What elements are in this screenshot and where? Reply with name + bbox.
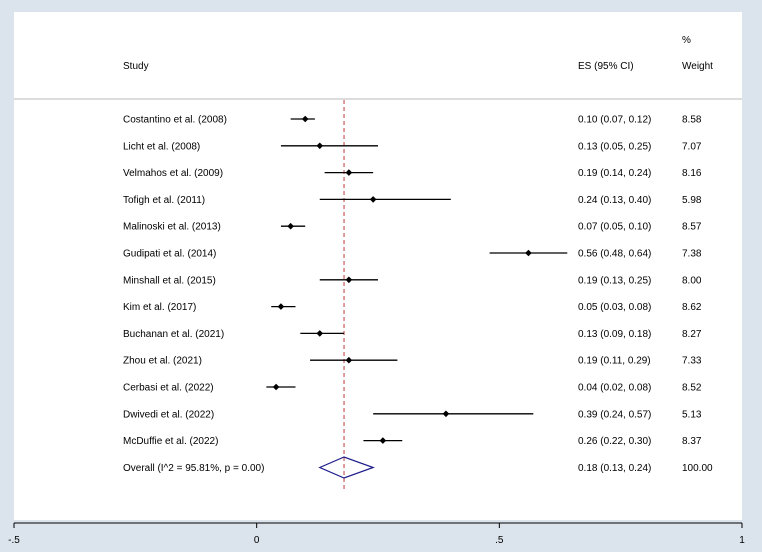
study-row: Dwivedi et al. (2022) 0.39 (0.24, 0.57) 5.… bbox=[123, 409, 702, 420]
study-es-label: 0.10 (0.07, 0.12) bbox=[578, 115, 651, 126]
study-weight: 5.98 bbox=[682, 195, 702, 206]
study-name: Licht et al. (2008) bbox=[123, 141, 200, 152]
study-name: Minshall et al. (2015) bbox=[123, 275, 216, 286]
study-weight: 5.13 bbox=[682, 409, 702, 420]
study-row: Gudipati et al. (2014) 0.56 (0.48, 0.64) 7… bbox=[123, 249, 702, 260]
point-estimate bbox=[345, 276, 353, 284]
study-es-label: 0.26 (0.22, 0.30) bbox=[578, 436, 651, 447]
plot-panel bbox=[14, 12, 742, 520]
point-estimate bbox=[272, 383, 280, 391]
study-row: Cerbasi et al. (2022) 0.04 (0.02, 0.08) 8.… bbox=[123, 383, 702, 394]
study-name: Dwivedi et al. (2022) bbox=[123, 409, 214, 420]
study-weight: 8.37 bbox=[682, 436, 702, 447]
study-weight: 8.52 bbox=[682, 383, 702, 394]
study-name: Zhou et al. (2021) bbox=[123, 356, 202, 367]
study-weight: 8.27 bbox=[682, 329, 702, 340]
study-row: Costantino et al. (2008) 0.10 (0.07, 0.12… bbox=[123, 115, 702, 126]
study-name: McDuffie et al. (2022) bbox=[123, 436, 218, 447]
study-es-label: 0.19 (0.14, 0.24) bbox=[578, 168, 651, 179]
overall-row: Overall (I^2 = 95.81%, p = 0.00) 0.18 (0… bbox=[123, 456, 713, 479]
study-name: Gudipati et al. (2014) bbox=[123, 249, 216, 260]
x-tick-label: -.5 bbox=[8, 535, 20, 546]
study-rows: Costantino et al. (2008) 0.10 (0.07, 0.12… bbox=[123, 115, 702, 448]
study-name: Tofigh et al. (2011) bbox=[123, 195, 205, 206]
study-es-label: 0.39 (0.24, 0.57) bbox=[578, 409, 651, 420]
x-tick-label: .5 bbox=[495, 535, 504, 546]
study-weight: 7.07 bbox=[682, 141, 702, 152]
header-weight: Weight bbox=[682, 61, 713, 72]
study-weight: 7.38 bbox=[682, 249, 702, 260]
study-row: Tofigh et al. (2011) 0.24 (0.13, 0.40) 5.9… bbox=[123, 195, 702, 206]
study-es-label: 0.07 (0.05, 0.10) bbox=[578, 222, 651, 233]
point-estimate bbox=[442, 410, 450, 418]
overall-weight: 100.00 bbox=[682, 463, 713, 474]
study-row: Velmahos et al. (2009) 0.19 (0.14, 0.24) 8… bbox=[123, 168, 702, 179]
point-estimate bbox=[277, 303, 285, 310]
header-es: ES (95% CI) bbox=[578, 61, 634, 72]
study-row: Minshall et al. (2015) 0.19 (0.13, 0.25) 8… bbox=[123, 275, 702, 286]
study-es-label: 0.04 (0.02, 0.08) bbox=[578, 383, 651, 394]
study-es-label: 0.05 (0.03, 0.08) bbox=[578, 302, 651, 313]
study-name: Malinoski et al. (2013) bbox=[123, 222, 221, 233]
study-row: Zhou et al. (2021) 0.19 (0.11, 0.29) 7.33 bbox=[123, 356, 702, 367]
x-tick-label: 1 bbox=[739, 535, 745, 546]
study-row: Buchanan et al. (2021) 0.13 (0.09, 0.18) 8… bbox=[123, 329, 702, 340]
point-estimate bbox=[316, 330, 324, 337]
overall-diamond bbox=[318, 456, 375, 479]
study-row: McDuffie et al. (2022) 0.26 (0.22, 0.30) 8… bbox=[123, 436, 702, 447]
study-weight: 7.33 bbox=[682, 356, 702, 367]
header-weight-percent: % bbox=[682, 35, 691, 46]
study-weight: 8.00 bbox=[682, 275, 702, 286]
point-estimate bbox=[369, 196, 377, 203]
study-es-label: 0.13 (0.05, 0.25) bbox=[578, 141, 651, 152]
study-weight: 8.16 bbox=[682, 168, 702, 179]
study-weight: 8.58 bbox=[682, 115, 702, 126]
study-row: Kim et al. (2017) 0.05 (0.03, 0.08) 8.62 bbox=[123, 302, 702, 313]
study-es-label: 0.19 (0.11, 0.29) bbox=[578, 356, 651, 367]
overall-es-label: 0.18 (0.13, 0.24) bbox=[578, 463, 651, 474]
overall-label: Overall (I^2 = 95.81%, p = 0.00) bbox=[123, 463, 264, 474]
point-estimate bbox=[525, 249, 532, 257]
x-tick-label: 0 bbox=[254, 535, 260, 546]
study-weight: 8.62 bbox=[682, 302, 702, 313]
point-estimate bbox=[301, 115, 309, 123]
study-es-label: 0.24 (0.13, 0.40) bbox=[578, 195, 651, 206]
point-estimate bbox=[345, 356, 353, 364]
study-es-label: 0.56 (0.48, 0.64) bbox=[578, 249, 651, 260]
study-weight: 8.57 bbox=[682, 222, 702, 233]
study-row: Malinoski et al. (2013) 0.07 (0.05, 0.10)… bbox=[123, 222, 702, 233]
point-estimate bbox=[379, 437, 387, 444]
study-es-label: 0.13 (0.09, 0.18) bbox=[578, 329, 651, 340]
study-name: Costantino et al. (2008) bbox=[123, 115, 227, 126]
point-estimate bbox=[345, 169, 353, 176]
study-name: Buchanan et al. (2021) bbox=[123, 329, 224, 340]
study-es-label: 0.19 (0.13, 0.25) bbox=[578, 275, 651, 286]
header-study: Study bbox=[123, 61, 149, 72]
study-name: Velmahos et al. (2009) bbox=[123, 168, 223, 179]
x-axis: -.5 0 .5 1 bbox=[8, 522, 745, 546]
study-name: Cerbasi et al. (2022) bbox=[123, 383, 214, 394]
point-estimate bbox=[287, 222, 294, 230]
point-estimate bbox=[316, 142, 324, 150]
study-name: Kim et al. (2017) bbox=[123, 302, 196, 313]
study-row: Licht et al. (2008) 0.13 (0.05, 0.25) 7.07 bbox=[123, 141, 702, 152]
